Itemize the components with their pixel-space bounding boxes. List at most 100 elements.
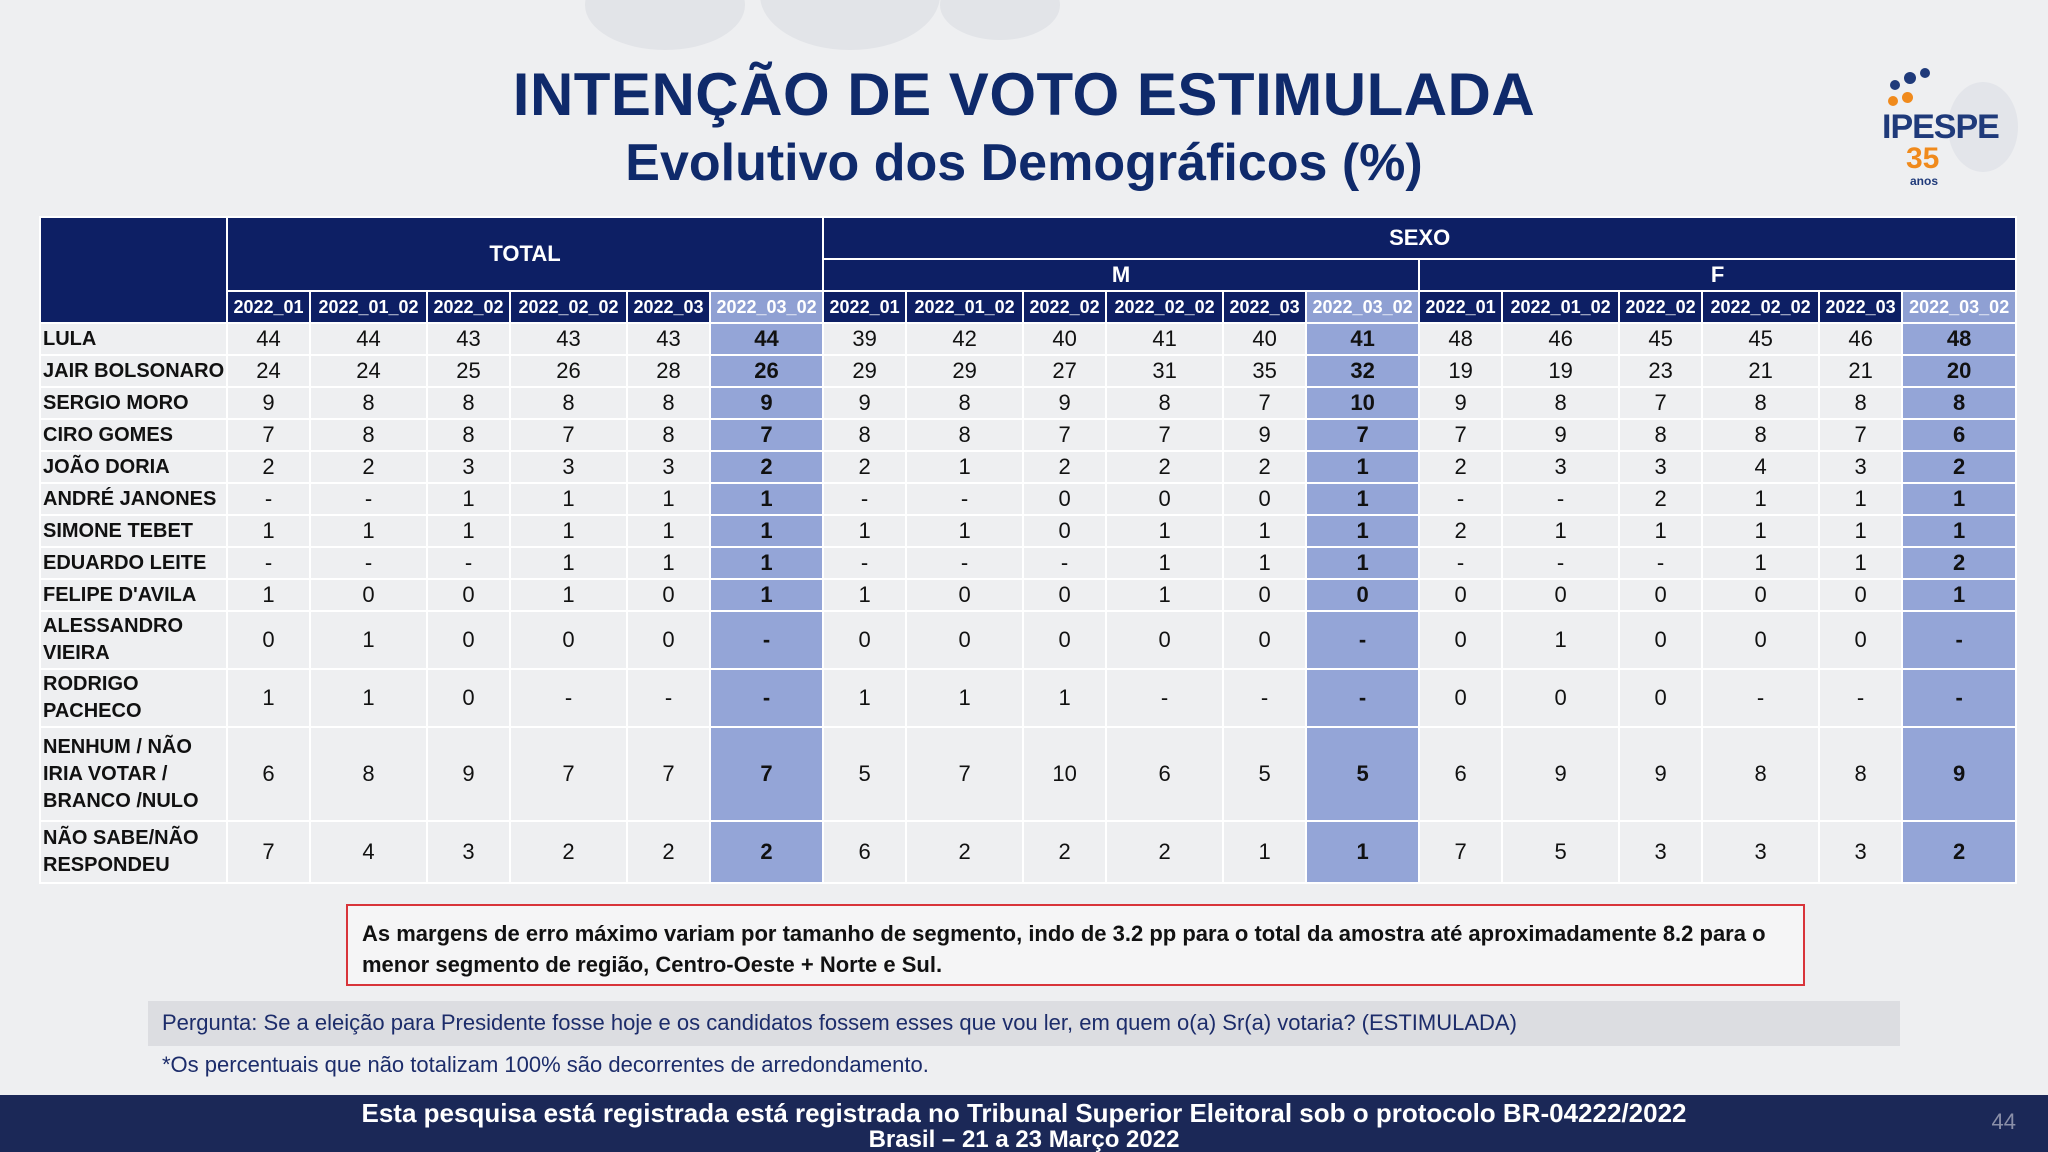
value-cell: 43 — [509, 322, 628, 356]
value-cell: 32 — [1305, 354, 1421, 388]
value-cell: 1 — [1818, 546, 1904, 580]
value-cell: 0 — [822, 610, 908, 670]
value-cell: 1 — [708, 482, 825, 516]
value-cell: 4 — [309, 820, 428, 884]
value-cell: 1 — [309, 668, 428, 728]
value-cell: 10 — [1022, 726, 1108, 822]
value-cell: 2 — [1618, 482, 1704, 516]
value-cell: 1 — [1305, 514, 1421, 548]
value-cell: 0 — [1418, 668, 1504, 728]
value-cell: 1 — [822, 514, 908, 548]
period-header: 2022_01_02 — [905, 290, 1025, 324]
value-cell: 1 — [1901, 514, 2018, 548]
table-row: JAIR BOLSONARO 24 24 25 26 28 26 29 29 27 31 35 32 19… — [39, 354, 2018, 388]
value-cell: 0 — [626, 578, 711, 612]
value-cell: 0 — [1701, 610, 1821, 670]
value-cell: 0 — [1618, 610, 1704, 670]
value-cell: 1 — [626, 546, 711, 580]
value-cell: 0 — [1022, 514, 1108, 548]
value-cell: 40 — [1222, 322, 1308, 356]
value-cell: - — [1222, 668, 1308, 728]
value-cell: 39 — [822, 322, 908, 356]
value-cell: 5 — [1305, 726, 1421, 822]
value-cell: 4 — [1701, 450, 1821, 484]
value-cell: 29 — [905, 354, 1025, 388]
value-cell: 10 — [1305, 386, 1421, 420]
value-cell: 0 — [905, 610, 1025, 670]
background-shape — [940, 0, 1060, 40]
value-cell: 26 — [509, 354, 628, 388]
period-header: 2022_02 — [1618, 290, 1704, 324]
value-cell: 40 — [1022, 322, 1108, 356]
value-cell: 2 — [1901, 820, 2018, 884]
value-cell: 1 — [905, 668, 1025, 728]
value-cell: 8 — [1105, 386, 1225, 420]
value-cell: 0 — [1305, 578, 1421, 612]
value-cell: 28 — [626, 354, 711, 388]
table-body: LULA 44 44 43 43 43 44 39 42 40 41 40 41 48 46 45 45 46 48… — [39, 322, 2018, 884]
value-cell: 9 — [426, 726, 511, 822]
value-cell: 1 — [1305, 482, 1421, 516]
value-cell: 8 — [509, 386, 628, 420]
period-header: 2022_03 — [1818, 290, 1904, 324]
value-cell: 0 — [1501, 578, 1621, 612]
group-header-sexo: SEXO — [822, 216, 2018, 260]
value-cell: 3 — [626, 450, 711, 484]
value-cell: 1 — [822, 578, 908, 612]
value-cell: 43 — [426, 322, 511, 356]
value-cell: 9 — [1501, 726, 1621, 822]
value-cell: 1 — [226, 514, 311, 548]
value-cell: 8 — [1818, 726, 1904, 822]
page-title: INTENÇÃO DE VOTO ESTIMULADA — [512, 61, 1536, 128]
value-cell: 26 — [708, 354, 825, 388]
value-cell: 3 — [426, 820, 511, 884]
value-cell: 1 — [1818, 514, 1904, 548]
value-cell: - — [1901, 668, 2018, 728]
period-header: 2022_03_02 — [1901, 290, 2018, 324]
value-cell: - — [509, 668, 628, 728]
value-cell: 0 — [1618, 578, 1704, 612]
value-cell: 9 — [1501, 418, 1621, 452]
value-cell: - — [226, 482, 311, 516]
value-cell: 0 — [1022, 482, 1108, 516]
value-cell: - — [226, 546, 311, 580]
value-cell: 7 — [1418, 418, 1504, 452]
value-cell: 20 — [1901, 354, 2018, 388]
value-cell: 8 — [1701, 386, 1821, 420]
value-cell: 8 — [309, 726, 428, 822]
table-row: ALESSANDRO VIEIRA 0 1 0 0 0-0 0 0 0 0-0 1 0 0 0- — [39, 610, 2018, 670]
value-cell: 0 — [1618, 668, 1704, 728]
candidate-name: NÃO SABE/NÃO RESPONDEU — [39, 820, 228, 884]
value-cell: 0 — [626, 610, 711, 670]
value-cell: 8 — [1701, 726, 1821, 822]
period-header: 2022_01 — [1418, 290, 1504, 324]
value-cell: 21 — [1701, 354, 1821, 388]
value-cell: 48 — [1418, 322, 1504, 356]
value-cell: 1 — [226, 668, 311, 728]
value-cell: 1 — [309, 514, 428, 548]
value-cell: 7 — [1305, 418, 1421, 452]
value-cell: 6 — [1105, 726, 1225, 822]
value-cell: 2 — [905, 820, 1025, 884]
value-cell: 1 — [1501, 514, 1621, 548]
value-cell: 8 — [1618, 418, 1704, 452]
value-cell: - — [1418, 482, 1504, 516]
value-cell: 44 — [309, 322, 428, 356]
value-cell: 6 — [1418, 726, 1504, 822]
value-cell: 1 — [426, 482, 511, 516]
table-row: NENHUM / NÃO IRIA VOTAR / BRANCO /NULO 6 8… — [39, 726, 2018, 822]
value-cell: 7 — [905, 726, 1025, 822]
value-cell: - — [1501, 482, 1621, 516]
value-cell: 0 — [1501, 668, 1621, 728]
table-row: SERGIO MORO 9 8 8 8 8 9 9 8 9 8 7 10 9 8 7 8 8 8 — [39, 386, 2018, 420]
value-cell: 2 — [1105, 820, 1225, 884]
value-cell: 7 — [1105, 418, 1225, 452]
value-cell: 1 — [708, 578, 825, 612]
value-cell: 3 — [426, 450, 511, 484]
value-cell: - — [1105, 668, 1225, 728]
candidate-name: RODRIGO PACHECO — [39, 668, 228, 728]
value-cell: - — [1501, 546, 1621, 580]
value-cell: 0 — [1818, 578, 1904, 612]
period-header-row: 2022_01 2022_01_02 2022_02 2022_02_02 2022_0… — [40, 290, 2018, 324]
value-cell: 2 — [309, 450, 428, 484]
